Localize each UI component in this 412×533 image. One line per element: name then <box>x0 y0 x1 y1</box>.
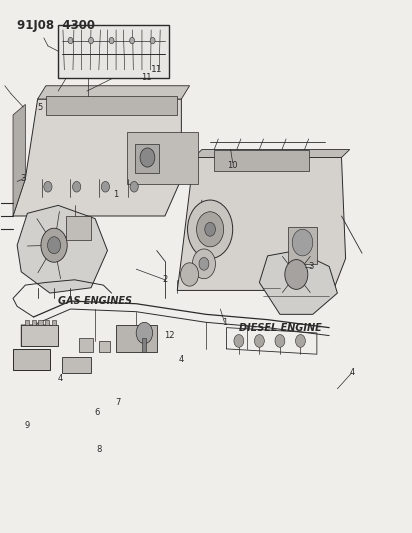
Circle shape <box>295 335 305 348</box>
Circle shape <box>255 335 265 348</box>
Circle shape <box>234 335 244 348</box>
Polygon shape <box>13 104 25 216</box>
Circle shape <box>292 229 313 256</box>
Polygon shape <box>46 96 177 115</box>
Bar <box>52 320 56 325</box>
Bar <box>62 357 91 373</box>
Bar <box>99 341 110 352</box>
Text: 91J08  4300: 91J08 4300 <box>17 19 95 32</box>
Bar <box>214 150 309 171</box>
Circle shape <box>205 222 215 236</box>
Text: 4: 4 <box>179 355 184 364</box>
Bar <box>66 216 91 240</box>
Text: 4: 4 <box>58 374 63 383</box>
Circle shape <box>73 181 81 192</box>
Bar <box>25 320 29 325</box>
Text: GAS ENGINES: GAS ENGINES <box>58 296 132 306</box>
Polygon shape <box>177 158 346 290</box>
Circle shape <box>68 37 73 44</box>
Circle shape <box>197 212 224 247</box>
Text: 4: 4 <box>349 368 354 377</box>
Circle shape <box>180 263 199 286</box>
Bar <box>21 325 58 346</box>
Text: 12: 12 <box>164 331 174 340</box>
Circle shape <box>130 181 138 192</box>
Bar <box>288 227 317 264</box>
Polygon shape <box>127 132 198 184</box>
Circle shape <box>275 335 285 348</box>
Circle shape <box>89 37 94 44</box>
Circle shape <box>150 37 155 44</box>
Text: 1: 1 <box>222 318 227 327</box>
Circle shape <box>41 228 67 262</box>
Circle shape <box>101 181 110 192</box>
Bar <box>58 25 169 78</box>
Circle shape <box>285 260 308 289</box>
Polygon shape <box>17 205 108 293</box>
Text: 5: 5 <box>37 102 42 111</box>
Text: 8: 8 <box>96 446 102 455</box>
Bar <box>32 320 36 325</box>
Circle shape <box>136 322 152 344</box>
Circle shape <box>187 200 233 259</box>
Circle shape <box>199 257 209 270</box>
Polygon shape <box>116 325 157 352</box>
Circle shape <box>44 181 52 192</box>
Text: 2: 2 <box>162 275 168 284</box>
Text: 3: 3 <box>308 262 314 271</box>
Circle shape <box>140 148 155 167</box>
Bar <box>38 320 42 325</box>
Text: 11: 11 <box>141 73 152 82</box>
Circle shape <box>192 249 215 279</box>
Polygon shape <box>37 86 190 99</box>
Circle shape <box>47 237 61 254</box>
Text: 9: 9 <box>25 422 30 431</box>
Text: 7: 7 <box>115 398 120 407</box>
Polygon shape <box>13 99 181 216</box>
Bar <box>79 338 93 352</box>
Text: 6: 6 <box>94 408 100 417</box>
Polygon shape <box>260 251 337 314</box>
Bar <box>13 349 50 370</box>
Polygon shape <box>194 150 350 158</box>
Text: 10: 10 <box>227 161 238 170</box>
Text: 3: 3 <box>21 174 26 183</box>
Text: 1: 1 <box>113 190 118 199</box>
Circle shape <box>109 37 114 44</box>
Text: DIESEL ENGINE: DIESEL ENGINE <box>239 322 321 333</box>
Bar <box>143 338 146 352</box>
Text: 11: 11 <box>151 66 162 74</box>
Bar <box>135 144 159 173</box>
Circle shape <box>130 37 135 44</box>
Bar <box>45 320 49 325</box>
